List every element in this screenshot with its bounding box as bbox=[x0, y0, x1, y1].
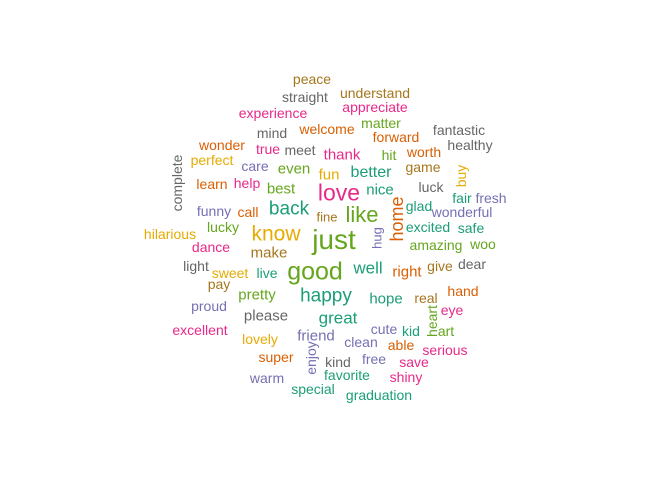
word-pay: pay bbox=[207, 276, 231, 292]
word-make: make bbox=[250, 244, 288, 262]
word-fantastic: fantastic bbox=[432, 122, 486, 138]
word-shiny: shiny bbox=[389, 369, 423, 385]
word-light: light bbox=[183, 258, 209, 274]
word-save: save bbox=[399, 354, 429, 370]
word-real: real bbox=[414, 290, 438, 306]
word-welcome: welcome bbox=[299, 121, 355, 137]
word-hilarious: hilarious bbox=[143, 226, 197, 242]
word-please: please bbox=[243, 307, 289, 325]
word-super: super bbox=[258, 349, 294, 365]
word-safe: safe bbox=[457, 220, 485, 236]
word-warm: warm bbox=[249, 370, 285, 386]
word-funny: funny bbox=[196, 203, 232, 219]
word-hug: hug bbox=[369, 227, 385, 249]
word-complete: complete bbox=[169, 154, 185, 212]
word-good: good bbox=[287, 257, 343, 286]
word-thank: thank bbox=[323, 146, 361, 164]
word-woo: woo bbox=[470, 236, 496, 252]
word-clean: clean bbox=[344, 334, 378, 350]
word-home: home bbox=[387, 196, 407, 242]
word-amazing: amazing bbox=[409, 237, 463, 253]
word-nice: nice bbox=[366, 181, 394, 199]
word-happy: happy bbox=[300, 285, 352, 307]
word-kid: kid bbox=[402, 323, 420, 339]
word-sweet: sweet bbox=[211, 265, 249, 281]
word-friend: friend bbox=[297, 327, 335, 345]
word-give: give bbox=[427, 258, 453, 274]
word-fresh: fresh bbox=[475, 190, 507, 206]
word-care: care bbox=[241, 158, 269, 174]
word-experience: experience bbox=[238, 105, 308, 121]
word-meet: meet bbox=[284, 142, 316, 158]
word-help: help bbox=[233, 175, 261, 191]
word-love: love bbox=[317, 179, 361, 206]
word-just: just bbox=[312, 224, 356, 255]
word-lovely: lovely bbox=[242, 331, 278, 347]
word-matter: matter bbox=[361, 115, 401, 131]
word-worth: worth bbox=[406, 144, 442, 160]
word-cute: cute bbox=[370, 321, 398, 337]
word-fun: fun bbox=[318, 166, 340, 184]
word-understand: understand bbox=[339, 85, 411, 101]
word-forward: forward bbox=[372, 129, 420, 145]
word-eye: eye bbox=[440, 302, 464, 318]
word-dance: dance bbox=[191, 239, 231, 255]
word-glad: glad bbox=[405, 198, 433, 214]
word-peace: peace bbox=[292, 71, 332, 87]
word-wonder: wonder bbox=[199, 137, 245, 153]
word-straight: straight bbox=[282, 89, 328, 105]
word-enjoy: enjoy bbox=[303, 341, 319, 375]
word-even: even bbox=[277, 160, 311, 178]
word-excited: excited bbox=[405, 219, 451, 235]
word-kind: kind bbox=[325, 354, 351, 370]
word-right: right bbox=[392, 263, 422, 281]
word-favorite: favorite bbox=[324, 367, 370, 383]
word-best: best bbox=[266, 180, 296, 198]
word-serious: serious bbox=[422, 342, 468, 358]
word-learn: learn bbox=[196, 176, 228, 192]
word-pretty: pretty bbox=[238, 286, 276, 304]
word-call: call bbox=[237, 204, 259, 220]
word-special: special bbox=[291, 381, 335, 397]
word-luck: luck bbox=[418, 179, 444, 195]
word-appreciate: appreciate bbox=[342, 99, 408, 115]
word-hope: hope bbox=[369, 290, 403, 308]
word-able: able bbox=[387, 337, 415, 353]
word-game: game bbox=[405, 159, 441, 175]
word-healthy: healthy bbox=[447, 137, 493, 153]
word-well: well bbox=[353, 258, 383, 278]
word-graduation: graduation bbox=[345, 387, 413, 403]
word-wonderful: wonderful bbox=[431, 204, 493, 220]
word-mind: mind bbox=[256, 125, 288, 141]
word-know: know bbox=[251, 222, 301, 246]
word-hand: hand bbox=[447, 283, 479, 299]
word-true: true bbox=[255, 141, 281, 157]
word-proud: proud bbox=[191, 298, 227, 314]
word-free: free bbox=[361, 351, 387, 367]
word-lucky: lucky bbox=[207, 219, 239, 235]
word-great: great bbox=[318, 308, 358, 328]
word-art: art bbox=[437, 323, 455, 339]
word-fine: fine bbox=[316, 209, 338, 225]
word-excellent: excellent bbox=[172, 322, 228, 338]
word-live: live bbox=[256, 265, 278, 281]
word-back: back bbox=[268, 198, 310, 220]
word-like: like bbox=[345, 202, 379, 227]
word-perfect: perfect bbox=[190, 152, 234, 168]
word-hit: hit bbox=[381, 147, 397, 163]
word-buy: buy bbox=[453, 164, 469, 188]
word-fair: fair bbox=[452, 190, 472, 206]
word-heart: heart bbox=[424, 305, 440, 337]
word-dear: dear bbox=[457, 256, 487, 272]
word-better: better bbox=[350, 164, 392, 181]
